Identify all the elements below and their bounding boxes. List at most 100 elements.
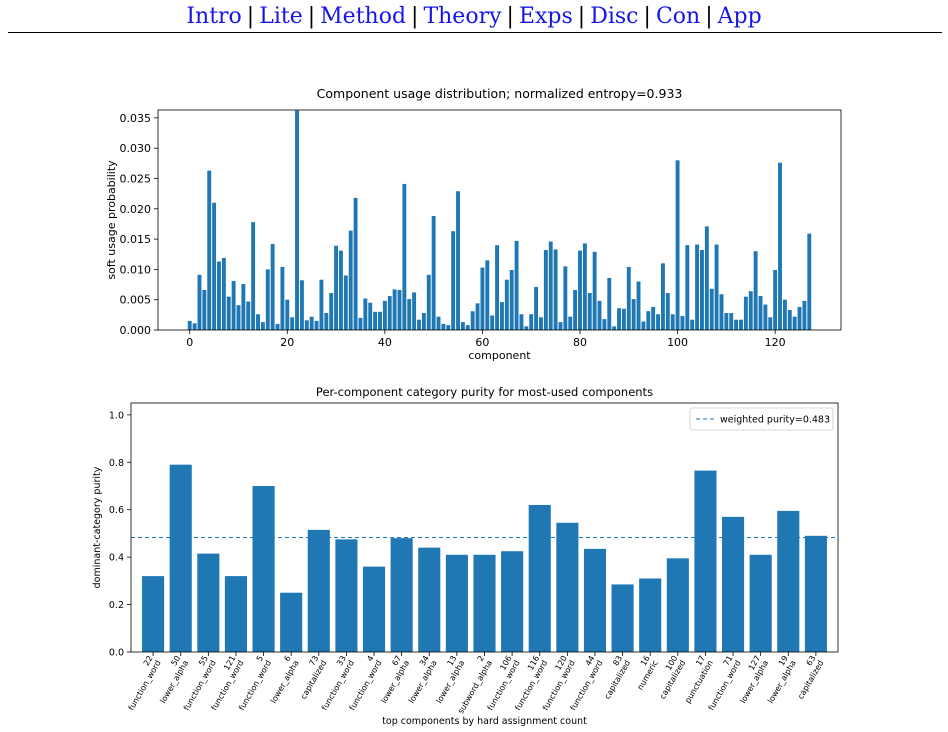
nav-link-intro[interactable]: Intro xyxy=(186,4,242,29)
chart1-bar xyxy=(431,216,436,330)
chart2-bar xyxy=(362,566,386,652)
chart1-bar xyxy=(290,317,295,330)
chart1-bar xyxy=(221,257,226,330)
chart2-xtick-id: 5 xyxy=(255,654,265,663)
chart1-bar xyxy=(529,314,534,330)
chart2-legend: weighted purity=0.483 xyxy=(689,407,834,431)
chart2-bar xyxy=(252,486,275,652)
chart1-bar xyxy=(675,160,680,330)
chart2-xlabel: top components by hard assignment count xyxy=(382,716,587,727)
chart1-bar xyxy=(690,319,695,330)
chart1-bar xyxy=(387,296,392,330)
chart1-bar xyxy=(490,315,495,330)
chart1-bar xyxy=(412,292,417,330)
chart2-bar xyxy=(804,535,827,652)
chart2-legend-label: weighted purity=0.483 xyxy=(720,415,830,426)
chart1-bar xyxy=(460,322,465,330)
chart1-bar xyxy=(651,306,656,330)
chart1-bar xyxy=(641,321,646,330)
chart1-bar xyxy=(251,222,256,330)
chart1-bar xyxy=(758,296,763,330)
chart2-bar xyxy=(528,504,551,652)
chart1-bar xyxy=(617,308,621,330)
chart1-xtick-label: 120 xyxy=(765,336,786,349)
nav-link-app[interactable]: App xyxy=(717,4,762,29)
nav-link-disc[interactable]: Disc xyxy=(590,4,639,29)
chart1-bar xyxy=(499,302,504,330)
chart1-bar xyxy=(685,245,690,330)
chart1-bar xyxy=(299,280,304,330)
chart1-bar xyxy=(212,202,217,330)
chart2-xtick-id: 83 xyxy=(611,654,624,667)
chart1-bar xyxy=(256,314,260,330)
chart1-ytick-label: 0.035 xyxy=(120,112,152,125)
chart2-bar xyxy=(335,539,358,652)
chart1-bar xyxy=(748,291,753,330)
nav-link-theory[interactable]: Theory xyxy=(423,4,502,29)
chart1-bar xyxy=(763,304,768,330)
chart1-bar xyxy=(743,296,748,330)
chart1-bar xyxy=(739,319,743,330)
chart2-ylabel: dominant-category purity xyxy=(92,466,103,588)
chart2-ytick-label: 0.8 xyxy=(109,458,124,469)
chart2-xtick-id: 50 xyxy=(169,654,182,667)
chart1-bar xyxy=(704,226,709,330)
chart1-bar xyxy=(338,250,343,330)
chart1-bar xyxy=(270,243,275,330)
chart1-bar xyxy=(456,191,460,330)
chart1-bar xyxy=(734,319,739,330)
chart1-bar xyxy=(348,230,353,330)
chart1-bar xyxy=(782,299,787,330)
chart2-bar xyxy=(639,578,662,652)
chart1-ytick-label: 0.015 xyxy=(120,233,152,246)
chart1-bar xyxy=(226,296,231,330)
chart1-bar xyxy=(314,320,319,330)
chart1-bar xyxy=(265,269,270,330)
chart1-bar xyxy=(548,241,553,330)
nav-link-con[interactable]: Con xyxy=(655,4,701,29)
chart2-xtick-id: 63 xyxy=(805,654,818,667)
nav-separator: | xyxy=(246,4,255,29)
chart1-bar xyxy=(607,277,612,330)
chart1-bar xyxy=(280,266,285,330)
chart2-bar xyxy=(583,548,607,652)
chart1-bar xyxy=(787,310,792,330)
chart1-bar xyxy=(631,299,636,330)
chart1-bar xyxy=(319,279,324,330)
chart1-frame xyxy=(157,109,842,331)
chart2-title: Per-component category purity for most-u… xyxy=(316,385,653,399)
chart1-bar xyxy=(465,325,470,330)
chart1-bar xyxy=(480,267,485,330)
chart1-bar xyxy=(436,316,441,330)
chart1-bar xyxy=(626,266,631,330)
chart1-ytick-label: 0.030 xyxy=(120,142,152,155)
chart1-bar xyxy=(592,251,597,330)
nav-link-method[interactable]: Method xyxy=(320,4,407,29)
chart2-bar xyxy=(224,576,247,652)
chart2-ytick-label: 1.0 xyxy=(109,410,124,421)
chart1-bar xyxy=(656,314,661,330)
chart1-bar xyxy=(329,293,334,330)
chart1-bar xyxy=(768,317,773,330)
chart1-bar xyxy=(334,245,339,330)
nav-link-exps[interactable]: Exps xyxy=(518,4,573,29)
chart1-bar xyxy=(197,274,202,330)
chart1-bar xyxy=(426,274,431,330)
chart1-bar xyxy=(719,294,724,330)
chart1-bar xyxy=(202,290,207,330)
chart1-bar xyxy=(582,243,587,330)
chart1-bar xyxy=(309,316,314,330)
chart1-bar xyxy=(573,290,578,330)
chart2-bar xyxy=(307,529,330,652)
chart1-bar xyxy=(353,197,358,330)
chart1-bar xyxy=(260,322,265,330)
chart1-bar xyxy=(382,300,387,330)
nav-link-lite[interactable]: Lite xyxy=(259,4,303,29)
chart2-bar xyxy=(749,554,772,652)
chart2-xtick-text: 22function_word xyxy=(119,654,163,712)
chart1-bar xyxy=(402,183,407,330)
chart1-bar xyxy=(680,316,685,330)
chart2-xtick-label: 22function_word xyxy=(119,654,163,712)
chart1-bar xyxy=(358,317,363,330)
chart2-xtick-id: 33 xyxy=(335,654,348,667)
